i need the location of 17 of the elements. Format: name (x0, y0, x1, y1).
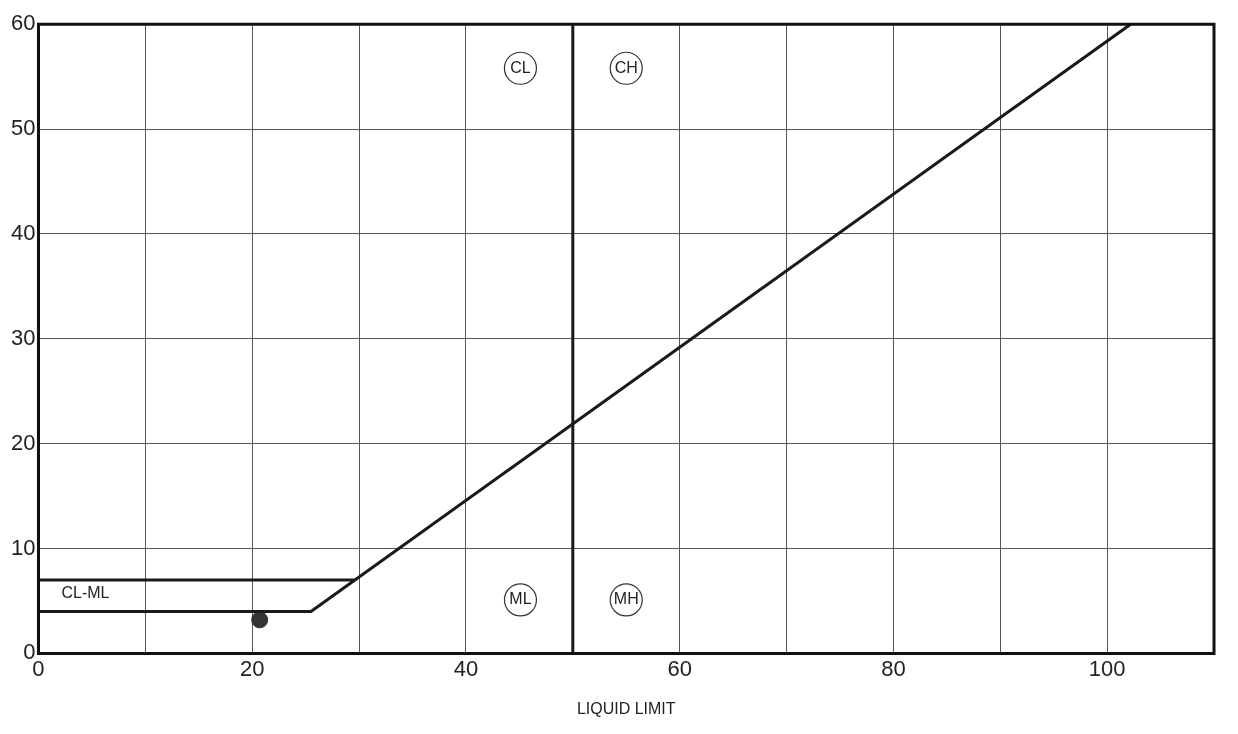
x-tick-label: 20 (239, 655, 265, 681)
x-tick-label: 80 (881, 655, 906, 681)
annotation: MH (613, 590, 639, 608)
y-tick-label: 60 (10, 10, 36, 36)
annotation: CH (614, 58, 638, 76)
x-tick-label: 40 (453, 655, 479, 681)
y-tick-label: 40 (10, 220, 36, 245)
x-axis-title: LIQUID LIMIT (576, 699, 676, 717)
y-tick-label: 10 (10, 534, 36, 560)
y-tick-label: 50 (10, 115, 36, 141)
y-tick-label: 20 (10, 429, 36, 455)
x-tick-label: 100 (1088, 655, 1126, 681)
x-tick-label: 60 (667, 655, 692, 681)
annotation: ML (509, 590, 532, 608)
annotation: CL (510, 58, 531, 76)
y-tick-label: 30 (10, 324, 36, 350)
annotation: CL-ML (61, 584, 110, 602)
